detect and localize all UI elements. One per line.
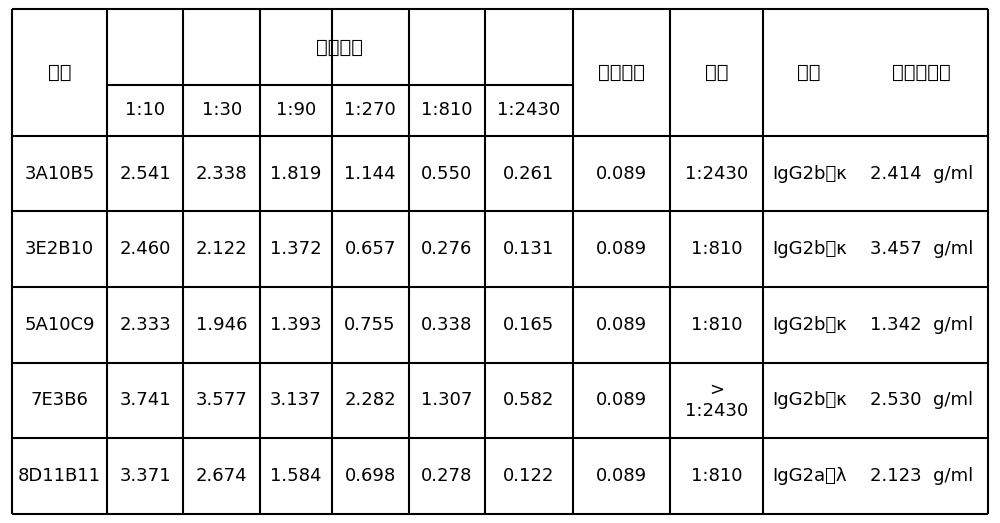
Text: 1:270: 1:270 bbox=[344, 101, 396, 119]
Text: 3.371: 3.371 bbox=[119, 467, 171, 485]
Text: 1.372: 1.372 bbox=[270, 240, 322, 258]
Text: 2.338: 2.338 bbox=[196, 165, 248, 183]
Text: 1:30: 1:30 bbox=[202, 101, 242, 119]
Text: 0.089: 0.089 bbox=[596, 165, 647, 183]
Text: 2.530  g/ml: 2.530 g/ml bbox=[870, 391, 973, 410]
Text: 5A10C9: 5A10C9 bbox=[24, 316, 95, 334]
Text: IgG2b，κ: IgG2b，κ bbox=[772, 165, 847, 183]
Text: 3.457  g/ml: 3.457 g/ml bbox=[870, 240, 973, 258]
Text: 0.089: 0.089 bbox=[596, 391, 647, 410]
Text: 3.741: 3.741 bbox=[119, 391, 171, 410]
Text: 0.755: 0.755 bbox=[344, 316, 396, 334]
Text: 1.307: 1.307 bbox=[421, 391, 473, 410]
Text: 0.261: 0.261 bbox=[503, 165, 555, 183]
Text: 0.165: 0.165 bbox=[503, 316, 555, 334]
Text: 1:10: 1:10 bbox=[125, 101, 165, 119]
Text: 2.122: 2.122 bbox=[196, 240, 248, 258]
Text: 0.582: 0.582 bbox=[503, 391, 555, 410]
Text: 2.414  g/ml: 2.414 g/ml bbox=[870, 165, 973, 183]
Text: 0.338: 0.338 bbox=[421, 316, 473, 334]
Text: 0.089: 0.089 bbox=[596, 316, 647, 334]
Text: 1.342  g/ml: 1.342 g/ml bbox=[870, 316, 973, 334]
Text: 7E3B6: 7E3B6 bbox=[30, 391, 88, 410]
Text: 0.122: 0.122 bbox=[503, 467, 555, 485]
Text: 1.393: 1.393 bbox=[270, 316, 322, 334]
Text: 2.282: 2.282 bbox=[344, 391, 396, 410]
Text: 1:2430: 1:2430 bbox=[497, 101, 561, 119]
Text: 3.137: 3.137 bbox=[270, 391, 322, 410]
Text: 阴性对照: 阴性对照 bbox=[598, 63, 645, 82]
Text: 0.278: 0.278 bbox=[421, 467, 473, 485]
Text: 1:810: 1:810 bbox=[421, 101, 473, 119]
Text: 3A10B5: 3A10B5 bbox=[24, 165, 94, 183]
Text: 2.333: 2.333 bbox=[119, 316, 171, 334]
Text: 2.460: 2.460 bbox=[119, 240, 171, 258]
Text: 样品读数: 样品读数 bbox=[316, 38, 363, 56]
Text: 2.123  g/ml: 2.123 g/ml bbox=[870, 467, 973, 485]
Text: IgG2b，κ: IgG2b，κ bbox=[772, 316, 847, 334]
Text: 1:90: 1:90 bbox=[276, 101, 316, 119]
Text: 1.584: 1.584 bbox=[270, 467, 322, 485]
Text: 1:2430: 1:2430 bbox=[685, 165, 748, 183]
Text: 编号: 编号 bbox=[48, 63, 71, 82]
Text: 1.144: 1.144 bbox=[344, 165, 396, 183]
Text: IgG2a，λ: IgG2a，λ bbox=[772, 467, 846, 485]
Text: 8D11B11: 8D11B11 bbox=[18, 467, 101, 485]
Text: IgG2b，κ: IgG2b，κ bbox=[772, 240, 847, 258]
Text: 0.657: 0.657 bbox=[344, 240, 396, 258]
Text: 0.089: 0.089 bbox=[596, 240, 647, 258]
Text: 0.698: 0.698 bbox=[344, 467, 396, 485]
Text: IgG2b，κ: IgG2b，κ bbox=[772, 391, 847, 410]
Text: 2.674: 2.674 bbox=[196, 467, 248, 485]
Text: 2.541: 2.541 bbox=[119, 165, 171, 183]
Text: >
1:2430: > 1:2430 bbox=[685, 381, 748, 419]
Text: 3E2B10: 3E2B10 bbox=[25, 240, 94, 258]
Text: 分型: 分型 bbox=[797, 63, 821, 82]
Text: 效价: 效价 bbox=[705, 63, 728, 82]
Text: 1:810: 1:810 bbox=[691, 467, 742, 485]
Text: 1:810: 1:810 bbox=[691, 316, 742, 334]
Text: 1.946: 1.946 bbox=[196, 316, 248, 334]
Text: 3.577: 3.577 bbox=[196, 391, 248, 410]
Text: 上清液浓度: 上清液浓度 bbox=[892, 63, 951, 82]
Text: 1.819: 1.819 bbox=[270, 165, 322, 183]
Text: 0.131: 0.131 bbox=[503, 240, 555, 258]
Text: 1:810: 1:810 bbox=[691, 240, 742, 258]
Text: 0.276: 0.276 bbox=[421, 240, 473, 258]
Text: 0.089: 0.089 bbox=[596, 467, 647, 485]
Text: 0.550: 0.550 bbox=[421, 165, 473, 183]
